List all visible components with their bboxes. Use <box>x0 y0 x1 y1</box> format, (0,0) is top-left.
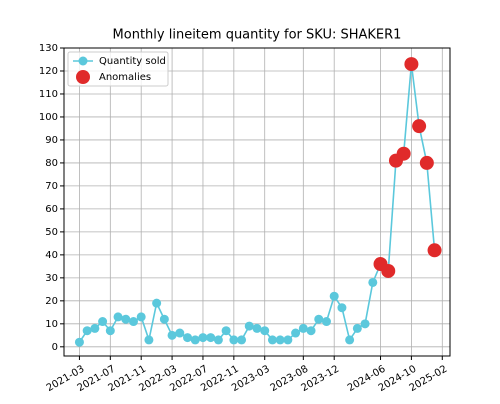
y-tick-label: 30 <box>45 273 58 284</box>
data-point <box>352 323 362 333</box>
data-point <box>321 317 331 327</box>
y-tick-label: 40 <box>45 250 58 261</box>
chart-title: Monthly lineitem quantity for SKU: SHAKE… <box>113 28 402 43</box>
anomaly-point <box>404 57 419 72</box>
data-point <box>82 326 92 336</box>
data-point <box>237 335 247 345</box>
anomaly-point <box>381 263 396 278</box>
data-point <box>190 335 200 345</box>
data-point <box>229 335 239 345</box>
y-tick-label: 0 <box>52 342 58 353</box>
legend-label: Quantity sold <box>99 56 166 67</box>
y-tick-label: 20 <box>45 296 58 307</box>
data-point <box>105 326 115 336</box>
y-tick-label: 90 <box>45 135 58 146</box>
anomaly-point <box>412 119 427 134</box>
legend-marker <box>78 56 88 66</box>
data-point <box>221 326 231 336</box>
data-point <box>98 317 108 327</box>
data-point <box>113 312 123 322</box>
data-point <box>329 291 339 301</box>
data-point <box>90 323 100 333</box>
data-point <box>128 317 138 327</box>
data-point <box>244 321 254 331</box>
data-point <box>260 326 270 336</box>
data-point <box>74 337 84 347</box>
data-point <box>345 335 355 345</box>
data-point <box>136 312 146 322</box>
data-point <box>152 298 162 308</box>
data-point <box>159 314 169 324</box>
anomaly-point <box>427 243 442 258</box>
y-tick-label: 70 <box>45 181 58 192</box>
data-point <box>314 314 324 324</box>
data-point <box>167 330 177 340</box>
anomaly-point <box>396 146 411 161</box>
y-tick-label: 130 <box>39 43 58 54</box>
data-point <box>213 335 223 345</box>
data-point <box>337 303 347 313</box>
data-point <box>267 335 277 345</box>
y-tick-label: 60 <box>45 204 58 215</box>
data-point <box>368 277 378 287</box>
y-tick-label: 120 <box>39 66 58 77</box>
data-point <box>298 323 308 333</box>
data-point <box>144 335 154 345</box>
data-point <box>360 319 370 329</box>
data-point <box>252 323 262 333</box>
y-tick-label: 110 <box>39 89 58 100</box>
legend-label: Anomalies <box>99 72 151 83</box>
data-point <box>121 314 131 324</box>
data-point <box>283 335 293 345</box>
data-point <box>183 333 193 343</box>
anomaly-point <box>419 155 434 170</box>
y-tick-label: 100 <box>39 112 58 123</box>
y-tick-label: 10 <box>45 319 58 330</box>
data-point <box>175 328 185 338</box>
plot-frame <box>63 47 451 357</box>
y-tick-label: 80 <box>45 158 58 169</box>
data-point <box>206 333 216 343</box>
legend-marker <box>76 70 90 84</box>
data-point <box>291 328 301 338</box>
data-point <box>198 333 208 343</box>
data-point <box>306 326 316 336</box>
y-tick-label: 50 <box>45 227 58 238</box>
data-point <box>275 335 285 345</box>
